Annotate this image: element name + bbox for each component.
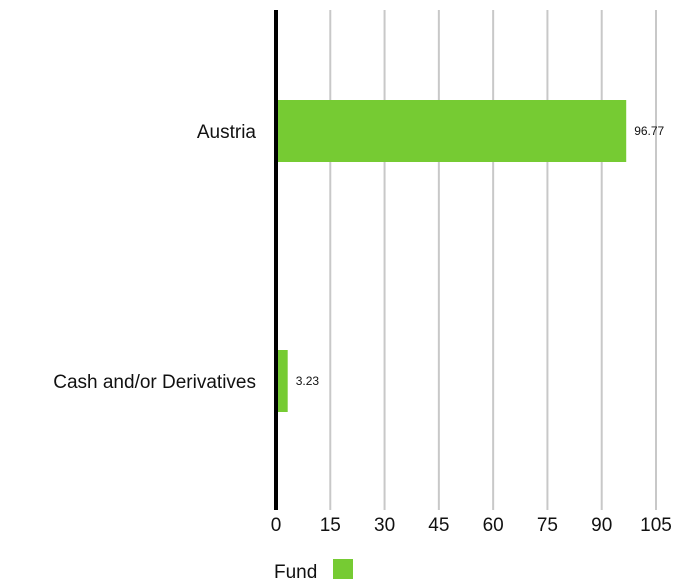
x-tick-label-105: 105 <box>640 515 672 536</box>
legend-label-fund: Fund <box>274 562 317 580</box>
category-label-cash-and-or-derivatives: Cash and/or Derivatives <box>53 372 256 393</box>
x-tick-label-60: 60 <box>483 515 504 536</box>
x-tick-label-90: 90 <box>591 515 612 536</box>
bar-cash-and-or-derivatives <box>276 350 288 412</box>
category-labels: Austria Cash and/or Derivatives <box>53 122 256 393</box>
data-label-austria: 96.77 <box>634 124 664 138</box>
x-tick-label-30: 30 <box>374 515 395 536</box>
bars <box>276 100 627 412</box>
x-tick-labels: 0 15 30 45 60 75 90 105 <box>271 515 672 536</box>
x-tick-label-15: 15 <box>320 515 341 536</box>
x-tick-label-75: 75 <box>537 515 558 536</box>
x-tick-label-0: 0 <box>271 515 282 536</box>
data-labels: 96.77 3.23 <box>296 124 665 388</box>
gridlines <box>329 10 657 510</box>
legend-swatch-fund <box>333 559 353 579</box>
bar-austria <box>276 100 627 162</box>
x-tick-label-45: 45 <box>428 515 449 536</box>
data-label-cash-and-or-derivatives: 3.23 <box>296 374 320 388</box>
legend: Fund <box>274 559 353 580</box>
category-label-austria: Austria <box>197 122 257 143</box>
